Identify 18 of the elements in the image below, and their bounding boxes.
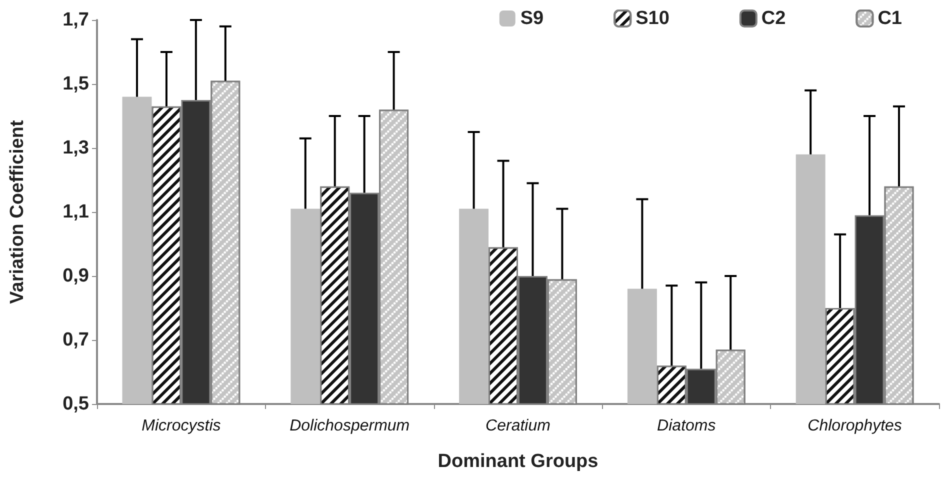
legend-label: C1 bbox=[878, 8, 902, 29]
x-tick-label: Diatoms bbox=[657, 418, 716, 434]
x-tick-label: Microcystis bbox=[142, 418, 221, 434]
y-tick-label: 0,7 bbox=[62, 330, 89, 350]
y-axis-title: Variation Coefficient bbox=[7, 119, 28, 304]
x-tick-label: Ceratium bbox=[486, 418, 550, 434]
legend-label: S9 bbox=[520, 8, 544, 29]
x-tick-label: Dolichospermum bbox=[290, 418, 410, 434]
x-axis-title: Dominant Groups bbox=[438, 451, 598, 472]
y-tick-label: 0,9 bbox=[62, 266, 89, 286]
legend-label: C2 bbox=[761, 8, 786, 29]
y-tick-label: 1,5 bbox=[62, 74, 90, 94]
y-tick-label: 0,5 bbox=[62, 394, 90, 414]
y-tick-label: 1,1 bbox=[62, 202, 90, 222]
y-tick-label: 1,7 bbox=[62, 10, 89, 30]
legend-label: S10 bbox=[636, 8, 670, 29]
y-tick-label: 1,3 bbox=[62, 138, 89, 158]
x-tick-label: Chlorophytes bbox=[808, 418, 902, 434]
